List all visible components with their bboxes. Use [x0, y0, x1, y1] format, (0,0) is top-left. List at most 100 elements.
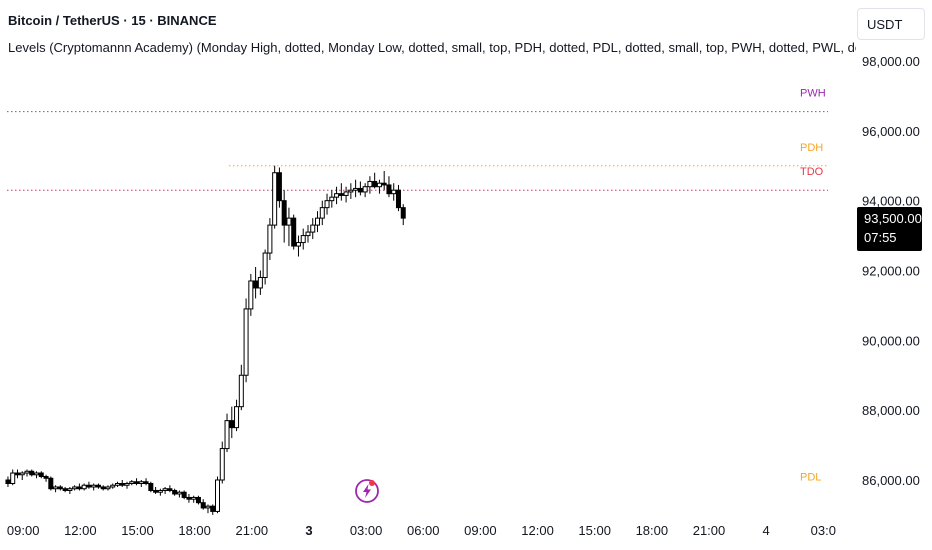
candle [129, 480, 135, 486]
candles-layer [5, 165, 406, 515]
candle [191, 495, 197, 503]
candle [43, 474, 49, 482]
time-tick-label: 12:00 [64, 523, 97, 538]
price-tick-label: 86,000.00 [862, 473, 920, 488]
time-tick-label: 21:00 [236, 523, 269, 538]
candle [248, 273, 254, 316]
candle [34, 471, 40, 479]
indicator-legend[interactable]: Levels (Cryptomannn Academy) (Monday Hig… [8, 40, 856, 55]
candle [10, 469, 16, 486]
pwh-level-label: PWH [800, 88, 826, 100]
candle [281, 190, 287, 243]
candle [253, 267, 259, 299]
candle [167, 485, 173, 493]
candle [395, 184, 401, 212]
time-tick-label: 18:00 [636, 523, 669, 538]
price-tick-label: 98,000.00 [862, 54, 920, 69]
time-tick-label: 12:00 [521, 523, 554, 538]
candle [48, 476, 54, 491]
candle [219, 441, 225, 484]
time-axis[interactable]: 09:00 12:00 15:00 18:00 21:00 3 03:00 06:00 09:0… [7, 523, 836, 538]
candle [376, 179, 382, 194]
candle [286, 207, 292, 247]
price-axis[interactable]: 98,000.00 96,000.00 94,000.00 92,000.00 90,0… [862, 54, 920, 488]
candle [5, 476, 11, 487]
candle [29, 469, 35, 477]
candle [143, 478, 149, 486]
candle [134, 478, 140, 486]
candle [95, 483, 101, 489]
candle [76, 483, 82, 491]
candle [138, 480, 144, 487]
candle [72, 485, 78, 491]
bar-countdown: 07:55 [864, 230, 897, 245]
price-tick-label: 88,000.00 [862, 403, 920, 418]
candle [343, 186, 349, 203]
candle [362, 183, 368, 198]
candle [153, 486, 159, 494]
last-price-tag: 93,500.00 07:55 [857, 207, 922, 251]
candle [105, 485, 111, 491]
time-tick-label: 3 [305, 523, 312, 538]
time-tick-label: 18:00 [178, 523, 211, 538]
symbol-title: Bitcoin / TetherUS · 15 · BINANCE [8, 13, 217, 28]
candle [272, 165, 278, 229]
candle [81, 483, 87, 491]
levels-layer: PWH PDH TDO PDL [7, 88, 828, 484]
candle [381, 170, 387, 191]
candle [86, 481, 92, 489]
time-tick-label: 15:00 [578, 523, 611, 538]
candle [148, 481, 154, 493]
candle [200, 499, 206, 510]
price-tick-label: 92,000.00 [862, 264, 920, 279]
candle [181, 490, 187, 500]
time-tick-label: 4 [763, 523, 770, 538]
time-tick-label: 15:00 [121, 523, 154, 538]
candle [391, 183, 397, 201]
candle [205, 504, 211, 514]
candle [210, 504, 216, 515]
time-tick-label: 03:0 [811, 523, 836, 538]
candle [329, 190, 335, 208]
candle [257, 270, 263, 295]
candle [295, 235, 301, 257]
tdo-level-label: TDO [800, 166, 824, 178]
currency-selector[interactable]: USDT [857, 8, 925, 40]
price-tick-label: 96,000.00 [862, 124, 920, 139]
candle [195, 495, 201, 505]
pdh-level-label: PDH [800, 142, 823, 154]
candle [267, 218, 273, 261]
candle [234, 399, 240, 432]
candle [19, 471, 25, 480]
candle [319, 200, 325, 226]
candle [400, 204, 406, 226]
candle [114, 481, 120, 487]
candle [91, 483, 97, 491]
candle [224, 413, 230, 453]
candle [67, 486, 73, 494]
candle [348, 183, 354, 199]
candle [367, 176, 373, 194]
candle [353, 179, 359, 198]
candle [172, 488, 178, 496]
last-price: 93,500.00 [864, 211, 922, 226]
candle [100, 485, 106, 491]
candle [57, 485, 63, 491]
price-tick-label: 94,000.00 [862, 194, 920, 209]
candle [243, 298, 249, 383]
lightning-icon[interactable] [355, 479, 379, 503]
candle [291, 214, 297, 250]
candle [334, 186, 340, 205]
pdl-level-label: PDL [800, 472, 821, 484]
candle [386, 176, 392, 198]
candle [315, 211, 321, 233]
candle [324, 193, 330, 215]
candle [162, 486, 168, 494]
candle [262, 249, 268, 285]
time-tick-label: 03:00 [350, 523, 383, 538]
candle [119, 480, 125, 487]
candle [38, 471, 44, 479]
candle [62, 486, 68, 493]
candle [305, 225, 311, 243]
